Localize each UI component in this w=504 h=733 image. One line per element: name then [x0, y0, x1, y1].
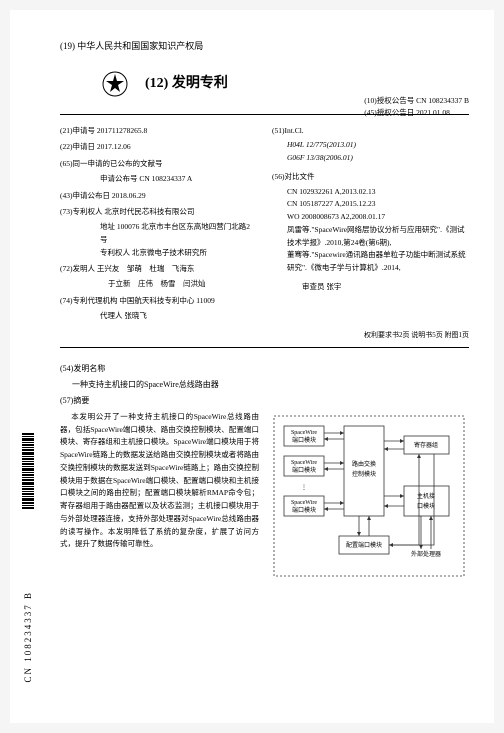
svg-text:SpaceWire: SpaceWire — [291, 500, 317, 506]
right-column: (51)Int.Cl. H04L 12/775(2013.01) G06F 13… — [272, 125, 469, 323]
authority-header: (19) 中华人民共和国国家知识产权局 — [60, 40, 469, 54]
svg-text:端口模块: 端口模块 — [292, 506, 316, 514]
barcode — [22, 433, 34, 543]
left-column: (21)申请号 201711278265.8 (22)申请日 2017.12.0… — [60, 125, 257, 323]
abstract-text: 本发明公开了一种支持主机接口的SpaceWire总线路由器，包括SpaceWir… — [60, 411, 259, 581]
publication-info: (10)授权公告号 CN 108234337 B (45)授权公告日 2021.… — [364, 95, 469, 119]
svg-text:配置端口模块: 配置端口模块 — [346, 541, 382, 549]
svg-text:控制模块: 控制模块 — [352, 470, 376, 478]
svg-text:SpaceWire: SpaceWire — [291, 430, 317, 436]
svg-text:⋮: ⋮ — [301, 485, 307, 491]
svg-text:SpaceWire: SpaceWire — [291, 460, 317, 466]
svg-text:端口模块: 端口模块 — [292, 436, 316, 444]
invention-name-label: (54)发明名称 — [60, 363, 469, 375]
invention-name: 一种支持主机接口的SpaceWire总线路由器 — [60, 379, 469, 391]
svg-text:外部处理器: 外部处理器 — [411, 550, 441, 558]
national-emblem-logo — [100, 69, 130, 99]
svg-text:主机接: 主机接 — [417, 492, 435, 500]
svg-text:口模块: 口模块 — [417, 502, 435, 510]
abstract-label: (57)摘要 — [60, 395, 469, 407]
page-counts: 权利要求书2页 说明书5页 附图1页 — [60, 330, 469, 341]
vertical-patent-number: CN 108234337 B — [22, 591, 36, 683]
document-type: (12) 发明专利 — [145, 73, 228, 94]
divider2 — [60, 347, 469, 348]
svg-text:寄存器组: 寄存器组 — [414, 441, 438, 449]
svg-text:端口模块: 端口模块 — [292, 466, 316, 474]
svg-text:路由交换: 路由交换 — [352, 460, 376, 468]
block-diagram: SpaceWire 端口模块 SpaceWire 端口模块 ⋮ SpaceWir… — [269, 411, 469, 581]
